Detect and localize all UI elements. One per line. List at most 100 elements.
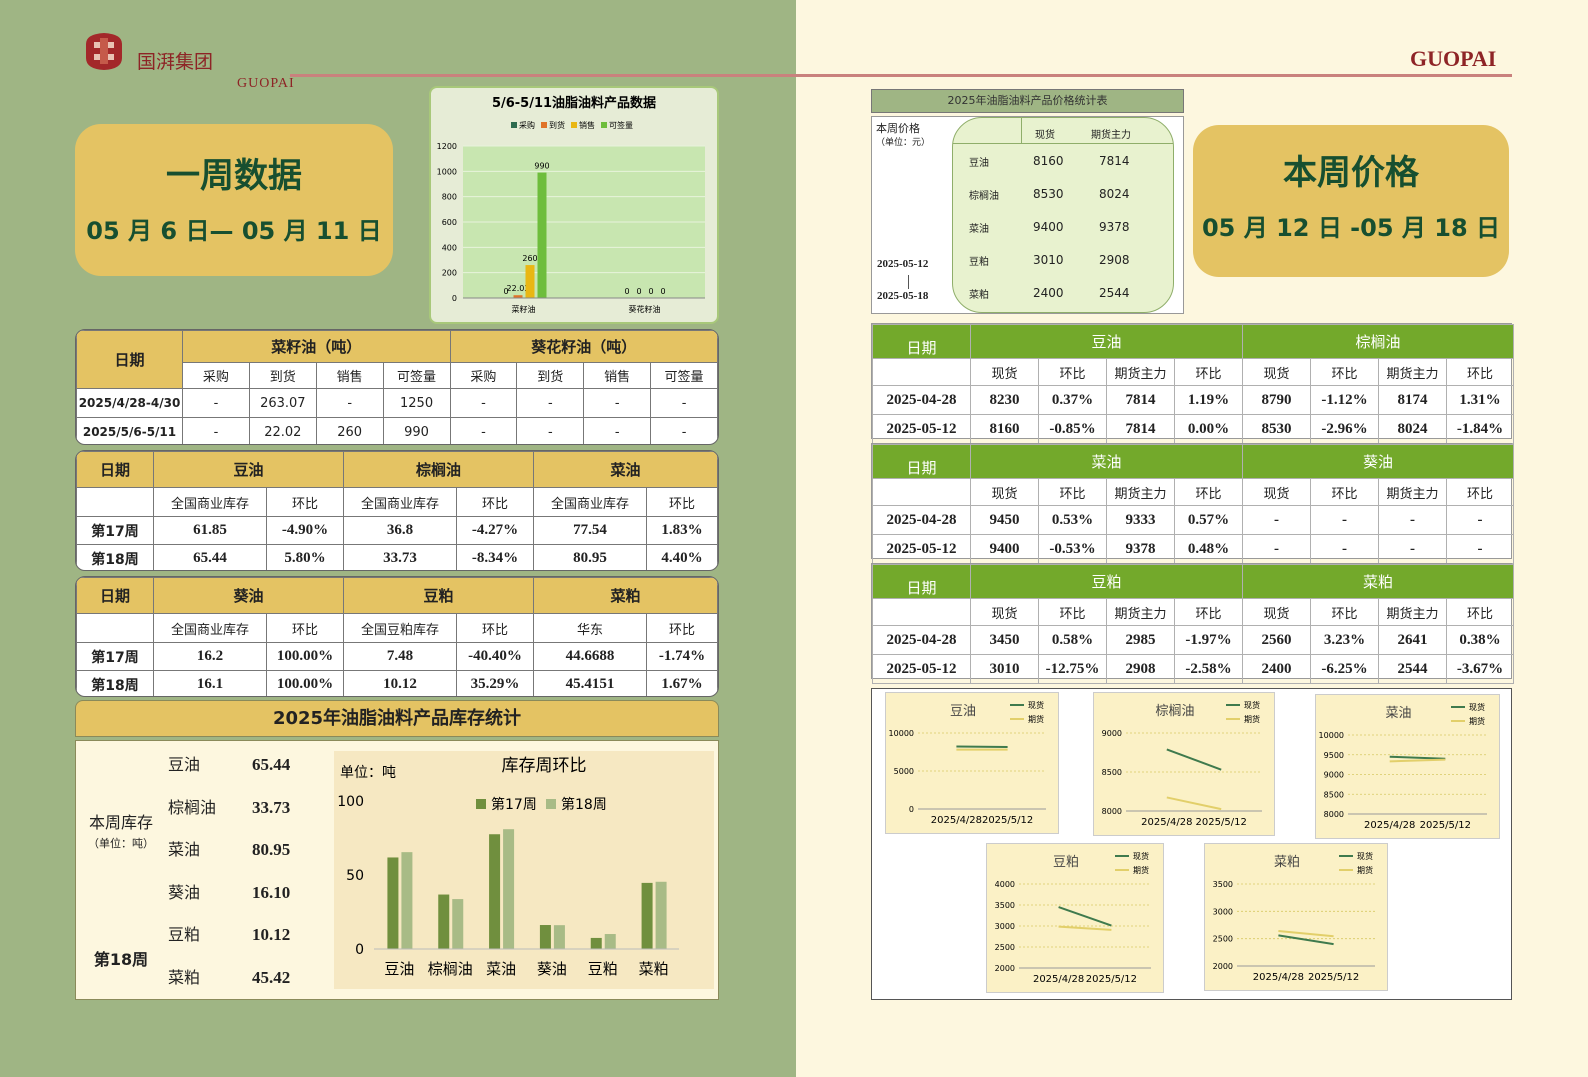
inventory-chart-panel: 单位：吨 库存周环比 第17周 第18周 0 50 100 豆油 棕榈油 菜油 葵油 豆粕 菜粕 <box>334 751 714 989</box>
price-table-sub-header: 期货主力 <box>1378 478 1448 506</box>
price-stat-col-rule <box>1021 118 1022 143</box>
x-tick-label: 2025/5/12 <box>1420 820 1471 831</box>
t1-cell: - <box>315 388 384 418</box>
price-stat-date-from: 2025-05-12 <box>877 258 929 270</box>
price-table-sub-header: 环比 <box>1446 478 1515 506</box>
price-table-cell: 8790 <box>1242 385 1312 415</box>
price-stat-inner: 现货 期货主力 豆油 8160 7814 棕榈油 8530 8024 菜油 9400 9378 豆… <box>952 117 1174 313</box>
t2-sub-header: 全国商业库存 <box>343 487 458 517</box>
legend-swatch <box>601 122 607 128</box>
y-tick-label: 1200 <box>437 142 457 151</box>
t2-cell: 36.8 <box>343 516 458 545</box>
t2-cell: 61.85 <box>153 516 267 545</box>
price-stat-date-connector <box>908 275 909 289</box>
inventory-title-bar: 2025年油脂油料产品库存统计 <box>75 700 719 737</box>
t2-row-date: 第17周 <box>76 516 154 545</box>
x-tick-label: 2025/5/12 <box>982 815 1033 826</box>
price-table-sub-header: 环比 <box>1173 598 1244 626</box>
price-stat-date-to: 2025-05-18 <box>877 290 929 302</box>
price-table-cell: 3.23% <box>1310 625 1380 655</box>
y-tick-label: 3500 <box>995 901 1015 910</box>
price-table-cell: - <box>1378 505 1448 535</box>
t1-cell: 1250 <box>382 388 451 418</box>
price-stat-header-future: 期货主力 <box>1091 130 1131 141</box>
price-table-sub-header: 环比 <box>1038 478 1107 506</box>
chart-title: 菜粕 <box>1274 855 1300 870</box>
price-table-group-header: 棕榈油 <box>1242 324 1515 359</box>
table-meal-inventory: 日期 葵油 豆粕 菜粕 全国商业库存 环比 全国豆粕库存 环比 华东 环比 第17周 16.… <box>75 576 719 697</box>
t1-cell: - <box>650 388 718 418</box>
t3-cell: 16.1 <box>153 670 267 696</box>
legend-label: 销售 <box>579 120 595 130</box>
price-table-sub-header: 环比 <box>1173 358 1244 386</box>
t3-row-date: 第18周 <box>76 670 154 696</box>
x-tick-label: 2025/5/12 <box>1196 817 1247 828</box>
bar <box>590 937 602 949</box>
price-stat-unit: （单位：元） <box>876 138 931 148</box>
price-table-row-date: 2025-05-12 <box>872 534 971 564</box>
legend-label: 到货 <box>549 120 565 130</box>
inventory-item-value: 16.10 <box>252 882 291 902</box>
t1-row-date: 2025/5/6-5/11 <box>76 417 183 444</box>
price-table-sub-header: 现货 <box>970 598 1039 626</box>
inventory-item-name: 豆油 <box>168 755 201 774</box>
inventory-week-label: 第18周 <box>93 950 149 969</box>
mini-line-chart: 豆粕 现货 期货 2000 2500 3000 3500 4000 2025/4/28 2025/… <box>986 843 1164 993</box>
price-stat-title: 2025年油脂油料产品价格统计表 <box>871 89 1184 113</box>
y-tick-label: 0 <box>452 294 457 303</box>
y-tick-label: 8500 <box>1102 768 1122 777</box>
price-table-sub-header: 现货 <box>970 478 1039 506</box>
price-table-cell: -2.58% <box>1173 654 1244 684</box>
series-line <box>1166 796 1222 811</box>
x-tick-label: 2025/4/28 <box>1364 820 1415 831</box>
price-stat-rows: 豆油 8160 7814 棕榈油 8530 8024 菜油 9400 9378 豆粕 3010 290… <box>953 148 1173 310</box>
t3-sub-header: 全国豆粕库存 <box>343 613 458 643</box>
t1-cell: - <box>449 388 518 418</box>
chart-title: 豆油 <box>950 704 976 719</box>
price-table-cell: 8174 <box>1378 385 1448 415</box>
t2-cell: -4.27% <box>456 516 535 545</box>
price-table: 日期 豆油 棕榈油 现货 环比 期货主力 环比 现货 环比 期货主力 环比 2025-04-28 823… <box>871 323 1515 444</box>
y-tick-label: 8500 <box>1324 790 1344 799</box>
price-stat-row-future: 8024 <box>1099 187 1130 201</box>
t3-cell: -1.74% <box>646 642 718 671</box>
t2-cell: 1.83% <box>646 516 718 545</box>
t1-cell: - <box>449 417 518 444</box>
legend-label: 现货 <box>1028 700 1044 710</box>
legend-label: 现货 <box>1133 851 1149 861</box>
legend-label: 采购 <box>519 120 535 130</box>
chart-title: 菜油 <box>1385 706 1411 721</box>
t2-group-header: 豆油 <box>152 451 345 488</box>
legend-label: 期货 <box>1133 865 1149 875</box>
price-table-cell: 7814 <box>1106 414 1175 444</box>
data-label: 0 <box>503 287 508 296</box>
t1-cell: - <box>516 388 585 418</box>
price-table-sub-header: 环比 <box>1310 358 1380 386</box>
t3-sub-header: 全国商业库存 <box>153 613 267 643</box>
price-table-date-header: 日期 <box>872 324 971 359</box>
price-table-sub-header: 环比 <box>1310 478 1380 506</box>
series-line <box>1389 758 1446 763</box>
price-table-group-header: 豆粕 <box>969 564 1244 599</box>
price-table-cell: 2908 <box>1106 654 1175 684</box>
price-table-sub-header: 期货主力 <box>1106 598 1175 626</box>
y-tick-label: 8000 <box>1102 807 1122 816</box>
price-table-cell: 0.38% <box>1446 625 1515 655</box>
t1-sub-header: 采购 <box>449 362 518 389</box>
price-table-sub-header: 现货 <box>970 358 1039 386</box>
x-tick-label: 豆油 <box>384 960 414 978</box>
x-tick-label: 葵花籽油 <box>629 304 661 314</box>
price-table-cell: - <box>1378 534 1448 564</box>
brand-name-cn: 国湃集团 <box>137 52 214 73</box>
t2-cell: -8.34% <box>456 544 535 570</box>
price-stat-row-spot: 8530 <box>1033 187 1064 201</box>
t2-sub-header: 全国商业库存 <box>153 487 267 517</box>
mini-line-chart: 菜粕 现货 期货 2000 2500 3000 3500 2025/4/28 2025/5/12 <box>1204 843 1388 991</box>
series-line <box>1058 906 1112 927</box>
bar <box>537 172 547 298</box>
price-table: 日期 菜油 葵油 现货 环比 期货主力 环比 现货 环比 期货主力 环比 2025-04-28 9450… <box>871 443 1515 564</box>
x-tick-label: 菜粕 <box>639 960 669 978</box>
y-tick-label: 100 <box>337 794 364 810</box>
